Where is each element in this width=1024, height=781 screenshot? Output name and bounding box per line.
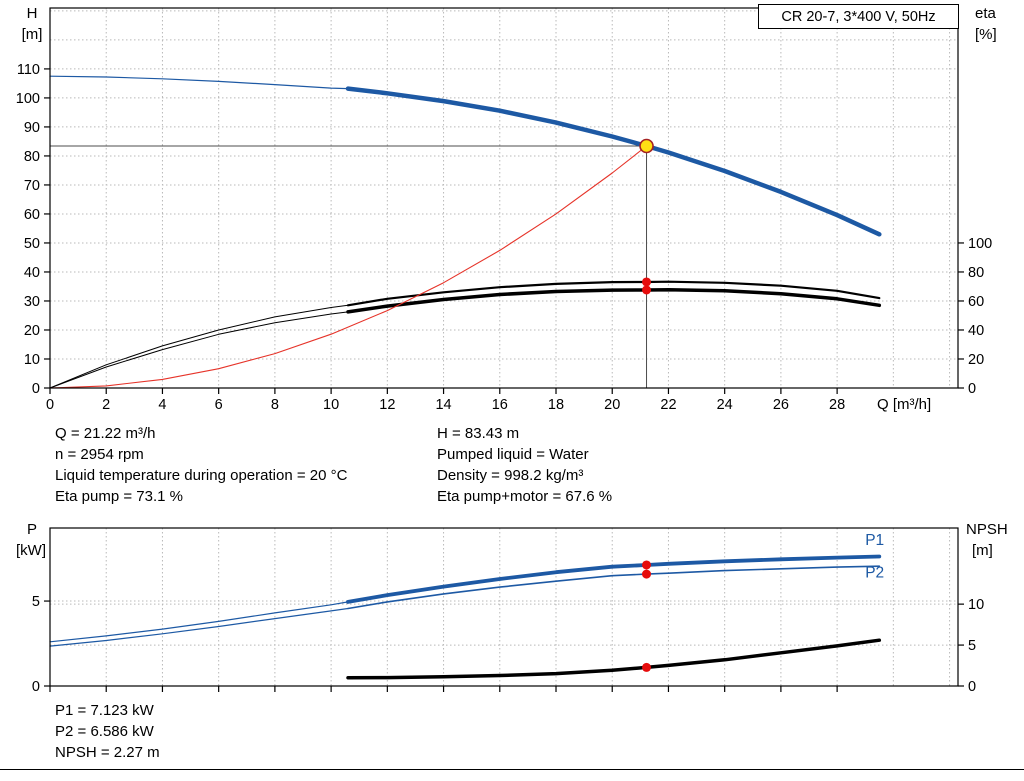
info-eta-pump-motor: Eta pump+motor = 67.6 %	[437, 488, 613, 505]
tick-label: 5	[32, 594, 40, 610]
tick-label: 60	[24, 207, 40, 223]
tick-label: 70	[24, 178, 40, 194]
tick-label: 60	[968, 294, 984, 310]
tick-label: 12	[379, 397, 395, 413]
head-curve-low-flow	[49, 75, 349, 90]
tick-label: 20	[604, 397, 620, 413]
plot-frame	[49, 527, 959, 687]
info-liquid-temperature: Liquid temperature during operation = 20…	[55, 467, 348, 484]
tick-label: 100	[968, 236, 992, 252]
operating-info-right: H = 83.43 m Pumped liquid = Water Densit…	[437, 423, 612, 507]
eta-pump-motor-dot	[642, 285, 652, 295]
eta-pump-curve	[346, 280, 881, 307]
tick-label: 0	[32, 381, 40, 397]
tick-label: 8	[271, 397, 279, 413]
npsh-axis-name: NPSH	[966, 521, 1008, 538]
info-h: H = 83.43 m	[437, 425, 520, 442]
info-eta-pump: Eta pump = 73.1 %	[55, 488, 183, 505]
p-axis-name: P	[26, 521, 37, 538]
tick-label: 20	[24, 323, 40, 339]
npsh-curve	[346, 638, 882, 680]
tick-label: 4	[158, 397, 166, 413]
p-axis-unit: [kW]	[16, 542, 46, 559]
head-curve	[345, 86, 882, 237]
eta-axis-name: eta	[975, 5, 996, 22]
p1-dot	[642, 560, 652, 570]
tick-label: 0	[32, 679, 40, 695]
p1-curve-low-flow	[49, 601, 349, 643]
result-block: P1 = 7.123 kW P2 = 6.586 kW NPSH = 2.27 …	[55, 700, 160, 763]
tick-label: 10	[323, 397, 339, 413]
tick-label: 22	[660, 397, 676, 413]
info-rpm: n = 2954 rpm	[55, 446, 144, 463]
pump-title: CR 20-7, 3*400 V, 50Hz	[781, 8, 936, 25]
tick-label: 10	[24, 352, 40, 368]
tick-label: 30	[24, 294, 40, 310]
tick-label: 14	[435, 397, 451, 413]
tick-label: 10	[968, 597, 984, 613]
tick-label: 110	[17, 62, 40, 78]
p2-curve	[347, 565, 881, 610]
eta-pump-motor-curve	[346, 288, 882, 314]
tick-label: 24	[717, 397, 733, 413]
tick-label: 40	[24, 265, 40, 281]
p2-curve-low-flow	[49, 607, 349, 647]
info-density: Density = 998.2 kg/m³	[437, 467, 584, 484]
eta-pump-dot	[642, 277, 652, 287]
eta-pump-curve-low-flow	[49, 304, 349, 389]
tick-label: 26	[773, 397, 789, 413]
tick-label: 5	[968, 638, 976, 654]
tick-label: 0	[968, 679, 976, 695]
npsh-dot	[642, 662, 652, 672]
tick-label: 2	[102, 397, 110, 413]
h-axis-name: H	[26, 5, 38, 22]
tick-label: 0	[46, 397, 54, 413]
tick-label: 6	[215, 397, 223, 413]
npsh-axis-unit: [m]	[972, 542, 993, 559]
q-axis-label: Q [m³/h]	[877, 396, 932, 413]
result-npsh: NPSH = 2.27 m	[55, 744, 160, 761]
info-q: Q = 21.22 m³/h	[55, 425, 156, 442]
eta-pump-motor-curve-low-flow	[49, 311, 349, 389]
p2-dot	[642, 569, 652, 579]
duty-point-marker	[639, 138, 654, 154]
tick-label: 80	[968, 265, 984, 281]
tick-label: 90	[24, 120, 40, 136]
bottom-divider	[0, 769, 1024, 770]
plot-frame	[49, 7, 959, 389]
eta-axis-unit: [%]	[975, 26, 997, 43]
tick-label: 18	[548, 397, 564, 413]
tick-label: 100	[16, 91, 40, 107]
info-pumped-liquid: Pumped liquid = Water	[437, 446, 589, 463]
p1-curve-label: P1	[865, 532, 884, 549]
result-p1: P1 = 7.123 kW	[55, 702, 154, 719]
p2-curve-label: P2	[865, 564, 884, 581]
tick-label: 20	[968, 352, 984, 368]
tick-label: 50	[24, 236, 40, 252]
tick-label: 28	[829, 397, 845, 413]
tick-label: 0	[968, 381, 976, 397]
pump-title-box: CR 20-7, 3*400 V, 50Hz	[758, 4, 959, 29]
tick-label: 80	[24, 149, 40, 165]
h-axis-unit: [m]	[21, 26, 43, 43]
result-p2: P2 = 6.586 kW	[55, 723, 154, 740]
p1-curve	[346, 554, 882, 604]
iso-efficiency-curve	[49, 145, 648, 389]
tick-label: 40	[968, 323, 984, 339]
tick-label: 16	[492, 397, 508, 413]
operating-info-left: Q = 21.22 m³/h n = 2954 rpm Liquid tempe…	[55, 423, 347, 507]
